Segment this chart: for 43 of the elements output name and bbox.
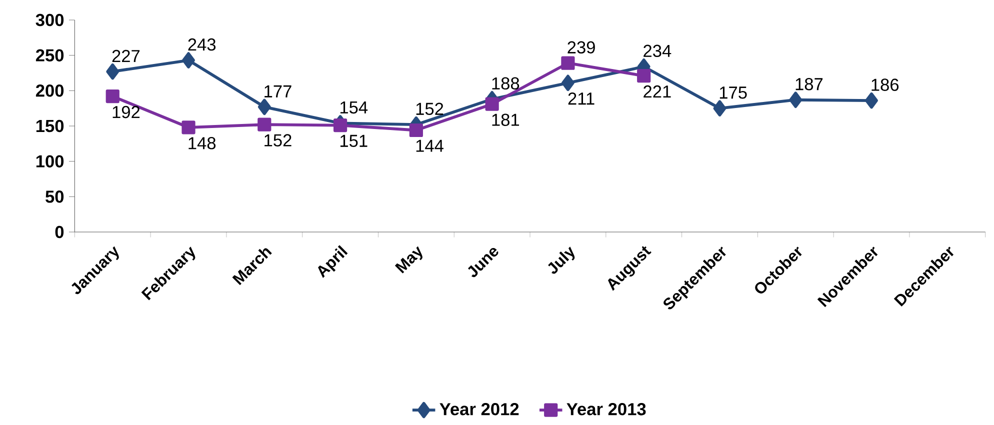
data-label: 211 xyxy=(568,92,594,105)
point xyxy=(485,97,499,111)
legend-label: Year 2012 xyxy=(440,403,519,416)
legend-label: Year 2013 xyxy=(566,403,646,416)
point xyxy=(865,92,878,109)
point xyxy=(789,92,802,108)
data-label: 186 xyxy=(872,78,899,91)
point xyxy=(561,56,575,70)
data-label: 192 xyxy=(112,106,140,118)
data-label: 152 xyxy=(264,134,292,146)
data-label: 177 xyxy=(264,85,292,98)
data-label: 154 xyxy=(340,101,368,114)
y-tick-label: 0 xyxy=(55,226,64,238)
y-tick-label: 300 xyxy=(36,14,64,26)
data-label: 152 xyxy=(416,102,444,115)
y-tick-label: 100 xyxy=(36,155,64,168)
data-label: 148 xyxy=(188,137,216,150)
data-label: 144 xyxy=(416,140,444,152)
data-label: 151 xyxy=(340,134,368,147)
data-label: 188 xyxy=(492,77,520,90)
point xyxy=(106,90,120,104)
point xyxy=(333,118,348,132)
data-label: 187 xyxy=(796,78,823,90)
y-tick-label: 150 xyxy=(36,120,64,132)
point xyxy=(561,74,574,92)
point xyxy=(106,63,120,80)
y-tick-label: 200 xyxy=(36,84,64,97)
point xyxy=(637,69,651,83)
point xyxy=(258,98,271,116)
data-label: 227 xyxy=(112,50,140,62)
data-label: 239 xyxy=(568,41,595,54)
point xyxy=(409,123,423,138)
data-label: 243 xyxy=(188,38,216,51)
point xyxy=(182,52,195,68)
data-label: 175 xyxy=(720,86,747,99)
y-tick-label: 50 xyxy=(46,190,64,203)
point xyxy=(713,100,726,116)
point xyxy=(182,120,196,134)
data-label: 181 xyxy=(492,114,520,126)
point xyxy=(258,118,272,132)
y-tick-label: 250 xyxy=(36,49,64,62)
data-label: 234 xyxy=(644,44,672,58)
data-label: 221 xyxy=(644,85,671,98)
